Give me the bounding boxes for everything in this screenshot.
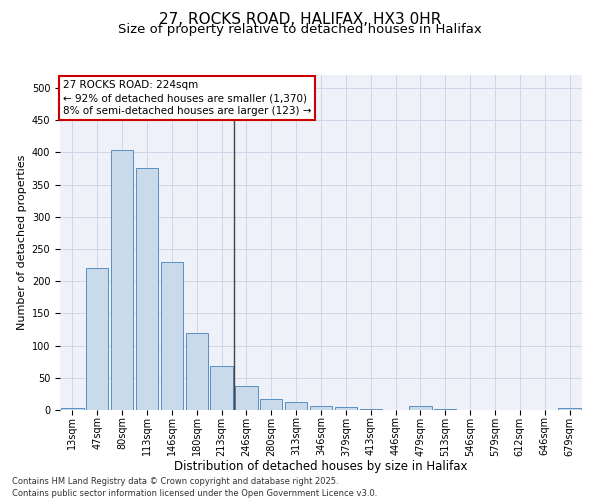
Bar xyxy=(86,268,109,410)
Bar xyxy=(111,150,133,410)
Bar xyxy=(161,262,183,410)
Text: 27, ROCKS ROAD, HALIFAX, HX3 0HR: 27, ROCKS ROAD, HALIFAX, HX3 0HR xyxy=(159,12,441,28)
Bar xyxy=(335,407,357,410)
Text: 27 ROCKS ROAD: 224sqm
← 92% of detached houses are smaller (1,370)
8% of semi-de: 27 ROCKS ROAD: 224sqm ← 92% of detached … xyxy=(62,80,311,116)
Bar xyxy=(235,386,257,410)
Bar xyxy=(211,366,233,410)
X-axis label: Distribution of detached houses by size in Halifax: Distribution of detached houses by size … xyxy=(174,460,468,473)
Text: Contains HM Land Registry data © Crown copyright and database right 2025.
Contai: Contains HM Land Registry data © Crown c… xyxy=(12,476,377,498)
Bar xyxy=(285,402,307,410)
Bar xyxy=(61,408,83,410)
Bar xyxy=(185,332,208,410)
Bar xyxy=(409,406,431,410)
Y-axis label: Number of detached properties: Number of detached properties xyxy=(17,155,28,330)
Bar xyxy=(559,408,581,410)
Bar xyxy=(136,168,158,410)
Bar xyxy=(310,406,332,410)
Bar xyxy=(260,399,283,410)
Text: Size of property relative to detached houses in Halifax: Size of property relative to detached ho… xyxy=(118,22,482,36)
